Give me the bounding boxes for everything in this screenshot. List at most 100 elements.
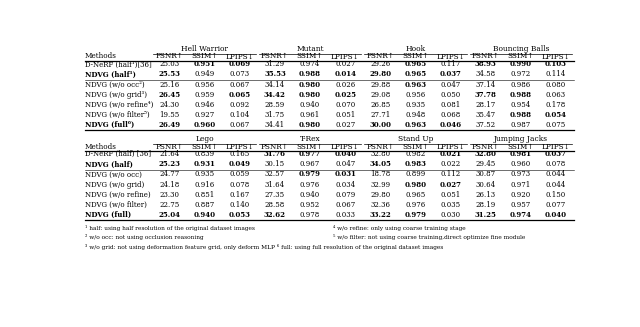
Text: 0.075: 0.075 bbox=[546, 121, 566, 129]
Text: PSNR↑: PSNR↑ bbox=[156, 52, 184, 60]
Text: LPIPS↓: LPIPS↓ bbox=[541, 143, 570, 151]
Text: 0.972: 0.972 bbox=[511, 71, 531, 78]
Text: 28.59: 28.59 bbox=[265, 101, 285, 109]
Text: NDVG (full⁶): NDVG (full⁶) bbox=[85, 121, 134, 129]
Text: SSIM↑: SSIM↑ bbox=[402, 143, 429, 151]
Text: 30.64: 30.64 bbox=[476, 181, 496, 189]
Text: 0.034: 0.034 bbox=[335, 181, 355, 189]
Text: 26.13: 26.13 bbox=[476, 191, 496, 198]
Text: 0.988: 0.988 bbox=[299, 71, 321, 78]
Text: NDVG (w/o refine⁴): NDVG (w/o refine⁴) bbox=[85, 101, 154, 109]
Text: D-NeRF (half¹)[36]: D-NeRF (half¹)[36] bbox=[85, 60, 152, 68]
Text: 0.167: 0.167 bbox=[230, 191, 250, 198]
Text: 35.47: 35.47 bbox=[476, 111, 496, 119]
Text: 0.980: 0.980 bbox=[299, 80, 321, 89]
Text: 0.047: 0.047 bbox=[335, 160, 355, 168]
Text: NDVG (half): NDVG (half) bbox=[85, 160, 133, 168]
Text: SSIM↑: SSIM↑ bbox=[402, 52, 429, 60]
Text: 0.951: 0.951 bbox=[194, 60, 216, 68]
Text: 0.940: 0.940 bbox=[300, 191, 320, 198]
Text: 0.957: 0.957 bbox=[511, 201, 531, 209]
Text: SSIM↑: SSIM↑ bbox=[297, 52, 323, 60]
Text: SSIM↑: SSIM↑ bbox=[297, 143, 323, 151]
Text: 0.948: 0.948 bbox=[405, 111, 426, 119]
Text: 34.41: 34.41 bbox=[265, 121, 285, 129]
Text: 0.851: 0.851 bbox=[195, 191, 215, 198]
Text: 0.031: 0.031 bbox=[334, 170, 356, 179]
Text: 0.067: 0.067 bbox=[335, 201, 355, 209]
Text: 0.987: 0.987 bbox=[511, 121, 531, 129]
Text: 31.29: 31.29 bbox=[265, 60, 285, 68]
Text: PSNR↑: PSNR↑ bbox=[472, 52, 500, 60]
Text: 0.047: 0.047 bbox=[440, 80, 461, 89]
Text: 0.112: 0.112 bbox=[440, 170, 461, 179]
Text: D-NeRF (half) [36]: D-NeRF (half) [36] bbox=[85, 150, 151, 158]
Text: 0.150: 0.150 bbox=[546, 191, 566, 198]
Text: NDVG (half¹): NDVG (half¹) bbox=[85, 71, 136, 78]
Text: 0.051: 0.051 bbox=[440, 191, 461, 198]
Text: 28.19: 28.19 bbox=[476, 201, 496, 209]
Text: ¹ half: using half resolution of the original dataset images: ¹ half: using half resolution of the ori… bbox=[85, 225, 255, 231]
Text: 0.920: 0.920 bbox=[511, 191, 531, 198]
Text: 0.081: 0.081 bbox=[440, 101, 461, 109]
Text: 0.974: 0.974 bbox=[510, 211, 532, 219]
Text: 0.022: 0.022 bbox=[440, 160, 461, 168]
Text: 0.044: 0.044 bbox=[546, 181, 566, 189]
Text: 25.16: 25.16 bbox=[159, 80, 180, 89]
Text: 0.916: 0.916 bbox=[195, 181, 215, 189]
Text: 0.978: 0.978 bbox=[300, 211, 320, 219]
Text: 26.49: 26.49 bbox=[159, 121, 180, 129]
Text: 33.22: 33.22 bbox=[369, 211, 391, 219]
Text: 0.927: 0.927 bbox=[195, 111, 215, 119]
Text: 29.80: 29.80 bbox=[369, 71, 391, 78]
Text: NDVG (w/o occ): NDVG (w/o occ) bbox=[85, 170, 142, 179]
Text: 0.967: 0.967 bbox=[300, 160, 320, 168]
Text: 0.965: 0.965 bbox=[404, 60, 426, 68]
Text: 0.949: 0.949 bbox=[195, 71, 215, 78]
Text: Lego: Lego bbox=[195, 135, 214, 143]
Text: SSIM↑: SSIM↑ bbox=[191, 52, 218, 60]
Text: 0.959: 0.959 bbox=[195, 91, 215, 99]
Text: Hell Warrior: Hell Warrior bbox=[181, 45, 228, 53]
Text: 0.960: 0.960 bbox=[511, 160, 531, 168]
Text: 0.044: 0.044 bbox=[546, 170, 566, 179]
Text: 26.85: 26.85 bbox=[370, 101, 390, 109]
Text: 0.053: 0.053 bbox=[229, 211, 251, 219]
Text: 35.53: 35.53 bbox=[264, 71, 286, 78]
Text: NDVG (w/o grid³): NDVG (w/o grid³) bbox=[85, 91, 147, 99]
Text: 19.55: 19.55 bbox=[159, 111, 180, 119]
Text: 34.58: 34.58 bbox=[476, 71, 496, 78]
Text: LPIPS↓: LPIPS↓ bbox=[541, 52, 570, 60]
Text: 22.75: 22.75 bbox=[159, 201, 180, 209]
Text: 0.040: 0.040 bbox=[334, 150, 356, 158]
Text: Hook: Hook bbox=[405, 45, 426, 53]
Text: 27.71: 27.71 bbox=[370, 111, 390, 119]
Text: 0.103: 0.103 bbox=[545, 60, 567, 68]
Text: 25.03: 25.03 bbox=[159, 60, 180, 68]
Text: 31.75: 31.75 bbox=[265, 111, 285, 119]
Text: 0.976: 0.976 bbox=[405, 201, 426, 209]
Text: 0.077: 0.077 bbox=[546, 201, 566, 209]
Text: 30.15: 30.15 bbox=[265, 160, 285, 168]
Text: 0.140: 0.140 bbox=[230, 201, 250, 209]
Text: SSIM↑: SSIM↑ bbox=[508, 52, 534, 60]
Text: NDVG (w/o grid): NDVG (w/o grid) bbox=[85, 181, 144, 189]
Text: 0.956: 0.956 bbox=[405, 91, 426, 99]
Text: 0.990: 0.990 bbox=[510, 60, 532, 68]
Text: PSNR↑: PSNR↑ bbox=[366, 52, 394, 60]
Text: 0.035: 0.035 bbox=[440, 201, 461, 209]
Text: 0.956: 0.956 bbox=[195, 80, 215, 89]
Text: LPIPS↓: LPIPS↓ bbox=[436, 143, 465, 151]
Text: 0.049: 0.049 bbox=[228, 160, 251, 168]
Text: 0.104: 0.104 bbox=[230, 111, 250, 119]
Text: LPIPS↓: LPIPS↓ bbox=[331, 52, 360, 60]
Text: 0.063: 0.063 bbox=[546, 91, 566, 99]
Text: 0.040: 0.040 bbox=[545, 211, 567, 219]
Text: 30.00: 30.00 bbox=[369, 121, 391, 129]
Text: 34.14: 34.14 bbox=[265, 80, 285, 89]
Text: 0.037: 0.037 bbox=[440, 71, 461, 78]
Text: 18.78: 18.78 bbox=[370, 170, 390, 179]
Text: 0.988: 0.988 bbox=[510, 91, 532, 99]
Text: 24.77: 24.77 bbox=[159, 170, 180, 179]
Text: 0.977: 0.977 bbox=[299, 150, 321, 158]
